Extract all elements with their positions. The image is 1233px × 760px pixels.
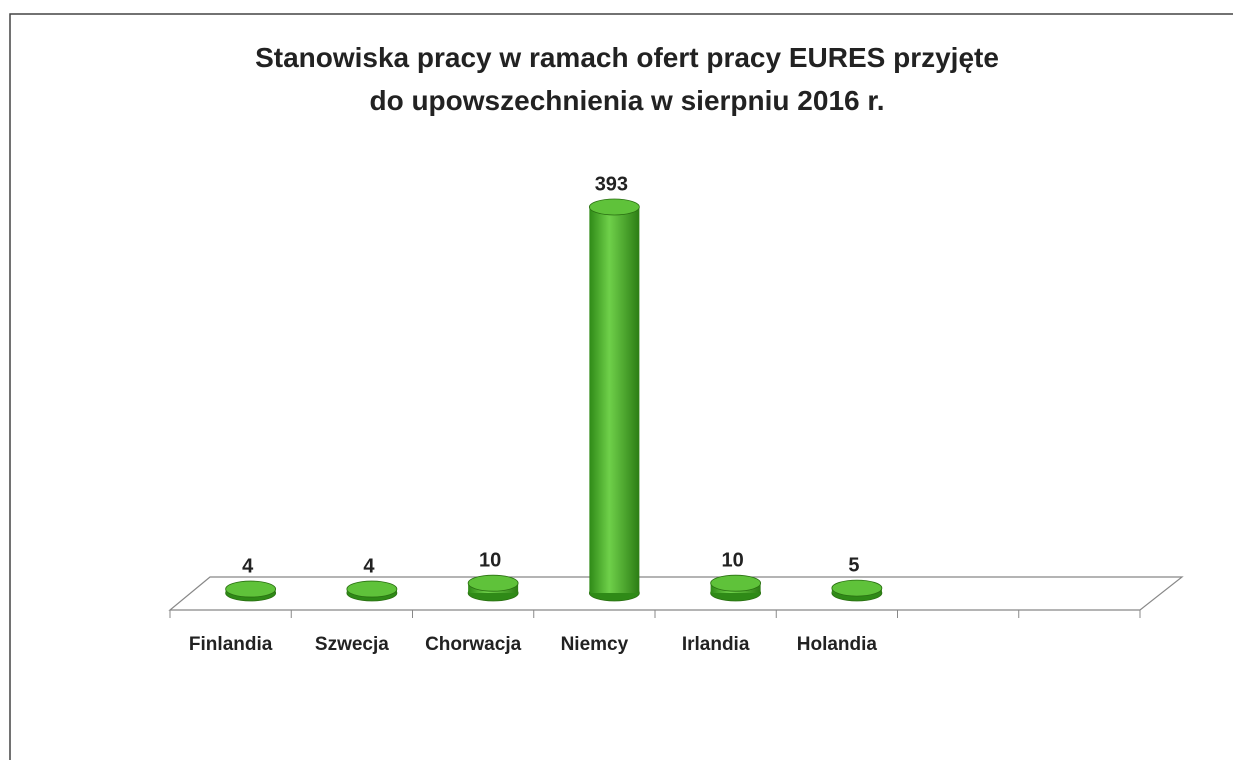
data-label: 4 <box>363 555 375 577</box>
data-label: 10 <box>479 549 501 571</box>
floor <box>168 576 1184 611</box>
bar-top <box>346 580 398 598</box>
data-label: 10 <box>722 549 744 571</box>
data-label: 5 <box>848 554 859 576</box>
bar-top <box>710 574 762 592</box>
bar-top <box>467 574 519 592</box>
x-tick-label: Holandia <box>797 634 878 655</box>
bar-top <box>588 198 640 216</box>
x-tick-label: Niemcy <box>561 634 629 655</box>
bar <box>589 207 640 593</box>
x-tick-label: Finlandia <box>189 634 273 655</box>
x-tick-label: Chorwacja <box>425 634 522 655</box>
x-tick-label: Szwecja <box>315 634 389 655</box>
bar-top <box>225 580 277 598</box>
data-label: 393 <box>595 173 628 195</box>
data-label: 4 <box>242 555 254 577</box>
x-tick-label: Irlandia <box>682 634 750 655</box>
chart-title: Stanowiska pracy w ramach ofert pracy EU… <box>255 42 999 116</box>
bar-top <box>831 579 883 597</box>
